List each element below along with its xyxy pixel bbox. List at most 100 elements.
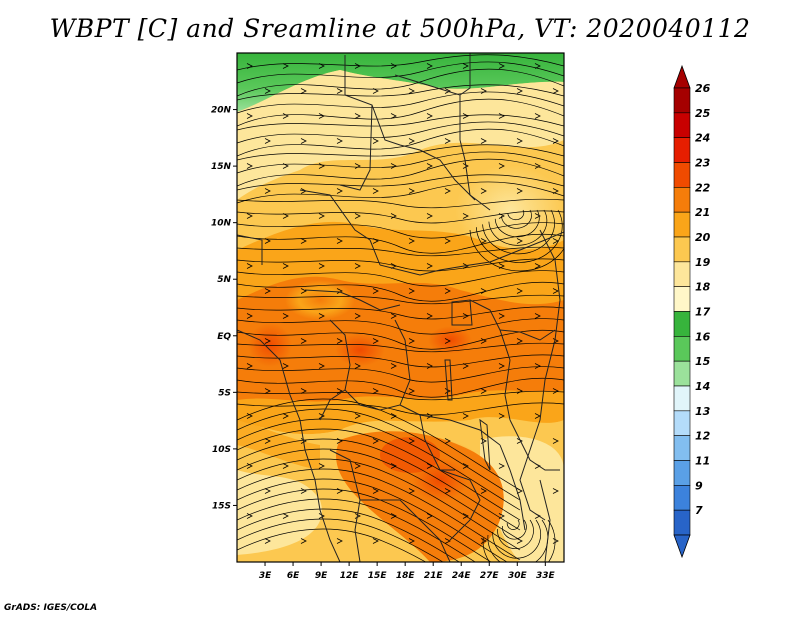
flow-arrow [516,188,523,194]
flow-arrow [408,488,415,494]
flow-arrow [534,213,541,219]
colorbar-segment [673,87,691,114]
flow-arrow [354,363,361,369]
streamline [507,209,525,221]
flow-arrow [462,163,469,169]
flow-arrow [552,488,559,494]
streamline [237,508,460,562]
flow-arrow [390,413,397,419]
flow-arrow [552,388,559,394]
flow-arrow [282,313,289,319]
streamline [237,498,476,562]
flow-arrow [552,138,559,144]
flow-arrow [534,313,541,319]
streamline [237,270,564,287]
colorbar-bottom-arrow [673,534,691,559]
streamline [237,61,564,84]
flow-arrow [480,88,487,94]
lat-tick-label: 10N [211,219,232,229]
flow-arrow [426,363,433,369]
flow-arrow [372,488,379,494]
lon-axis: 3E 6E 9E 12E 15E 18E 21E 24E 27E 30E 33E [259,562,555,581]
colorbar-segment [673,187,691,213]
flow-arrow [408,388,415,394]
flow-arrow [300,538,307,544]
flow-arrow [282,163,289,169]
flow-arrow [462,213,469,219]
lon-tick-label: 21E [424,571,444,581]
flow-arrow [354,213,361,219]
flow-arrow [426,463,433,469]
flow-arrow [408,338,415,344]
flow-arrow [318,463,325,469]
flow-arrow [480,288,487,294]
flow-arrow [336,88,343,94]
flow-arrow [426,513,433,519]
flow-arrow [498,163,505,169]
flow-arrow [264,338,271,344]
flow-arrow [336,438,343,444]
flow-arrow [336,138,343,144]
flow-arrow [408,88,415,94]
flow-arrow [282,463,289,469]
streamline [237,246,564,257]
colorbar-segment [673,435,691,461]
streamline [237,354,564,368]
flow-arrow [372,338,379,344]
lat-axis: 20N 15N 10N 5N EQ 5S 10S 15S [211,106,237,511]
flow-arrow [390,513,397,519]
flow-arrow [552,538,559,544]
streamline [237,342,564,353]
lon-tick-label: 15E [368,571,388,581]
streamline [237,418,521,511]
streamline [237,121,564,144]
lat-tick-label: 20N [211,106,232,116]
streamline [237,222,564,239]
flow-arrow [282,513,289,519]
flow-arrow [498,63,505,69]
flow-arrow [480,388,487,394]
streamline [237,151,564,174]
colorbar-label: 19 [695,256,711,269]
flow-arrow [300,388,307,394]
streamline [237,518,444,562]
flow-arrow [300,88,307,94]
streamline [237,468,521,561]
colorbar-segment [673,261,691,287]
streamline [237,458,521,551]
flow-arrow [318,363,325,369]
flow-arrow [516,88,523,94]
flow-arrow [246,263,253,269]
flow-arrow [552,288,559,294]
flow-arrow [264,488,271,494]
flow-arrow [444,288,451,294]
flow-arrow [498,263,505,269]
flow-arrow [336,238,343,244]
country-borders [237,53,564,562]
flow-arrow [408,438,415,444]
lat-tick-label: 5S [218,388,231,398]
flow-arrow [336,388,343,394]
colorbar-label: 26 [695,82,711,95]
flow-arrow [426,213,433,219]
streamline [497,519,534,549]
flow-arrow [426,163,433,169]
lat-tick-label: 15N [211,162,232,172]
flow-arrow [372,188,379,194]
streamline [492,519,542,559]
flow-arrow [300,488,307,494]
flow-arrow [516,238,523,244]
flow-arrow [354,463,361,469]
streamline [237,306,564,320]
colorbar-label: 25 [695,107,711,120]
streamline [237,158,564,187]
flow-arrow [336,538,343,544]
streamline [482,519,556,562]
streamline [237,329,564,350]
map-frame [236,52,565,563]
flow-arrow [282,263,289,269]
streamline [237,377,564,398]
lon-tick-label: 6E [287,571,300,581]
lon-tick-label: 18E [396,571,416,581]
streamline [469,229,564,272]
